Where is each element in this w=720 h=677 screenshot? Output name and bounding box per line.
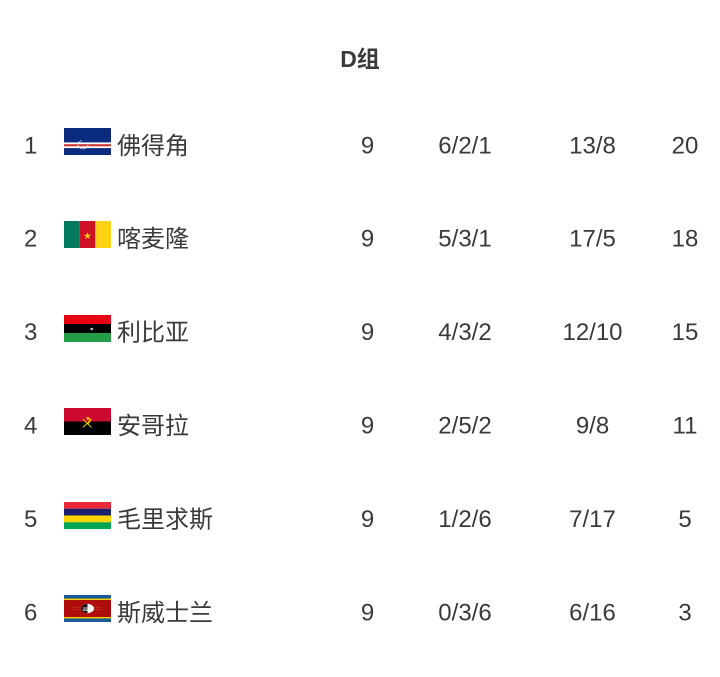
svg-text:15: 15 [672,319,699,346]
svg-text:5: 5 [678,506,691,533]
svg-text:20: 20 [672,132,699,159]
svg-text:13/8: 13/8 [569,132,616,159]
svg-text:18: 18 [672,226,699,253]
svg-text:5/3/1: 5/3/1 [438,226,491,253]
svg-text:4: 4 [24,413,37,440]
svg-text:9: 9 [361,413,374,440]
svg-text:6: 6 [24,599,37,626]
svg-text:12/10: 12/10 [562,319,622,346]
svg-text:毛里求斯: 毛里求斯 [117,506,213,533]
svg-text:1: 1 [24,132,37,159]
svg-text:D组: D组 [340,46,380,72]
svg-text:3: 3 [678,599,691,626]
svg-text:9: 9 [361,599,374,626]
svg-text:7/17: 7/17 [569,506,616,533]
svg-text:喀麦隆: 喀麦隆 [117,226,189,253]
svg-text:11: 11 [673,413,698,440]
svg-text:17/5: 17/5 [569,226,616,253]
svg-text:6/2/1: 6/2/1 [438,132,491,159]
svg-text:3: 3 [24,319,37,346]
svg-text:斯威士兰: 斯威士兰 [117,600,213,627]
svg-text:6/16: 6/16 [569,599,616,626]
svg-text:9/8: 9/8 [576,413,609,440]
svg-text:1/2/6: 1/2/6 [438,506,491,533]
svg-text:4/3/2: 4/3/2 [438,319,491,346]
svg-text:2: 2 [24,226,37,253]
svg-text:利比亚: 利比亚 [117,320,189,347]
svg-text:安哥拉: 安哥拉 [117,413,189,440]
svg-text:9: 9 [361,132,374,159]
svg-text:佛得角: 佛得角 [117,133,189,160]
svg-text:2/5/2: 2/5/2 [438,413,491,440]
svg-text:9: 9 [361,319,374,346]
svg-text:0/3/6: 0/3/6 [438,599,491,626]
svg-text:5: 5 [24,506,37,533]
svg-text:9: 9 [361,226,374,253]
svg-text:9: 9 [361,506,374,533]
